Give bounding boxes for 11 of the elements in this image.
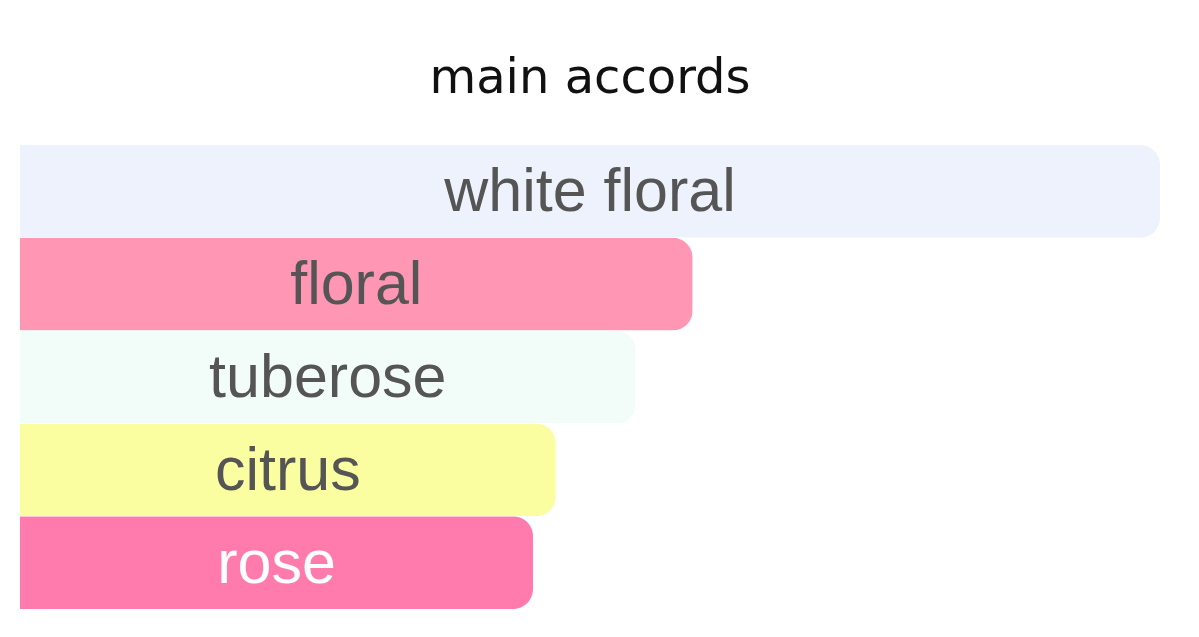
bar <box>20 237 693 331</box>
bar <box>20 423 556 517</box>
y-tick-label: citrus <box>215 434 361 503</box>
y-tick-label: tuberose <box>209 342 447 410</box>
bar <box>20 145 1160 238</box>
chart-title: main accords <box>429 48 751 104</box>
bar <box>20 330 636 424</box>
y-tick-label: white floral <box>443 156 736 225</box>
y-tick-label: rose <box>217 527 336 596</box>
y-tick-label: floral <box>290 249 423 318</box>
bar <box>20 516 533 609</box>
